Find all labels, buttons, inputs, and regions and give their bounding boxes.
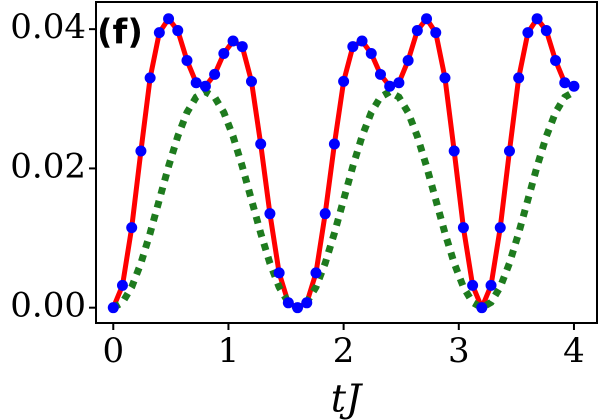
dotted-line: [111, 87, 576, 312]
plot-frame: [95, 1, 598, 324]
data-point: [236, 41, 248, 53]
data-point: [107, 302, 119, 314]
x-tick-label: 1: [218, 331, 240, 371]
data-point: [559, 77, 571, 89]
data-point: [163, 13, 175, 25]
data-point: [356, 35, 368, 47]
data-point: [503, 145, 515, 157]
data-point: [116, 279, 128, 291]
data-point: [310, 267, 322, 279]
data-point: [347, 41, 359, 53]
data-point: [411, 25, 423, 37]
x-axis-label: tJ: [331, 377, 363, 420]
data-point: [402, 54, 414, 66]
data-point: [430, 27, 442, 39]
data-point: [273, 267, 285, 279]
data-point: [338, 75, 350, 87]
data-point: [181, 54, 193, 66]
data-point: [540, 25, 552, 37]
data-point: [374, 68, 386, 80]
data-point: [550, 54, 562, 66]
data-point: [190, 77, 202, 89]
data-point: [292, 302, 304, 314]
data-point: [319, 208, 331, 220]
data-point: [144, 72, 156, 84]
y-tick-label: 0.00: [10, 286, 86, 326]
data-point: [126, 222, 138, 234]
plot-area: [107, 13, 580, 314]
data-point: [531, 13, 543, 25]
data-point: [485, 279, 497, 291]
data-point: [384, 80, 396, 92]
panel-label: (f): [97, 13, 143, 53]
x-tick-label: 0: [102, 331, 124, 371]
data-point: [439, 72, 451, 84]
data-point: [476, 302, 488, 314]
data-point: [172, 25, 184, 37]
data-point: [393, 77, 405, 89]
data-point: [282, 297, 294, 309]
data-point: [199, 80, 211, 92]
y-tick-label: 0.04: [10, 7, 86, 47]
data-point: [421, 13, 433, 25]
y-tick-label: 0.02: [10, 146, 86, 186]
data-point: [467, 279, 479, 291]
data-point: [153, 27, 165, 39]
x-tick-label: 4: [563, 331, 585, 371]
data-point: [522, 27, 534, 39]
data-point: [513, 72, 525, 84]
data-point: [448, 145, 460, 157]
data-point: [227, 35, 239, 47]
data-point: [255, 138, 267, 150]
data-point: [457, 222, 469, 234]
data-point: [209, 68, 221, 80]
data-point: [365, 48, 377, 60]
data-point: [218, 48, 230, 60]
x-tick-label: 3: [448, 331, 470, 371]
data-point: [245, 75, 257, 87]
data-point: [135, 145, 147, 157]
data-point: [301, 297, 313, 309]
x-tick-label: 2: [333, 331, 355, 371]
data-point: [264, 208, 276, 220]
data-point: [568, 80, 580, 92]
data-point: [494, 222, 506, 234]
data-point: [328, 138, 340, 150]
